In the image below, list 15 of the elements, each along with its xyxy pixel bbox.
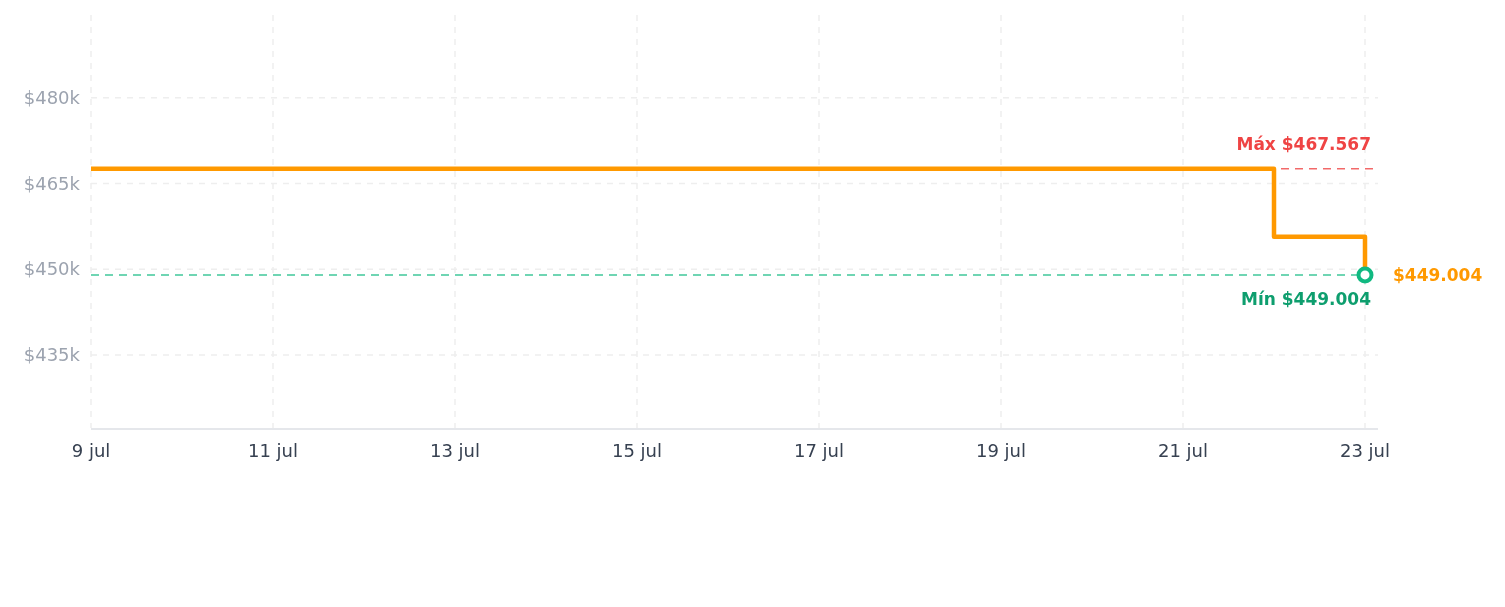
y-tick-label: $435k [23,344,81,366]
x-tick-label: 13 jul [429,440,481,462]
ref-line-label: Mín $449.004 [1240,288,1372,309]
x-tick-label: 19 jul [975,440,1027,462]
y-tick-label: $450k [23,258,81,280]
x-tick-label: 9 jul [71,440,111,462]
y-tick-label: $480k [23,87,81,109]
x-tick-label: 11 jul [247,440,299,462]
data-label: $449.004 [1393,264,1483,285]
x-tick-label: 21 jul [1157,440,1209,462]
y-tick-label: $465k [23,172,81,194]
x-tick-label: 15 jul [611,440,663,462]
x-tick-label: 17 jul [793,440,845,462]
ref-line-label: Máx $467.567 [1236,133,1371,154]
x-tick-label: 23 jul [1339,440,1391,462]
